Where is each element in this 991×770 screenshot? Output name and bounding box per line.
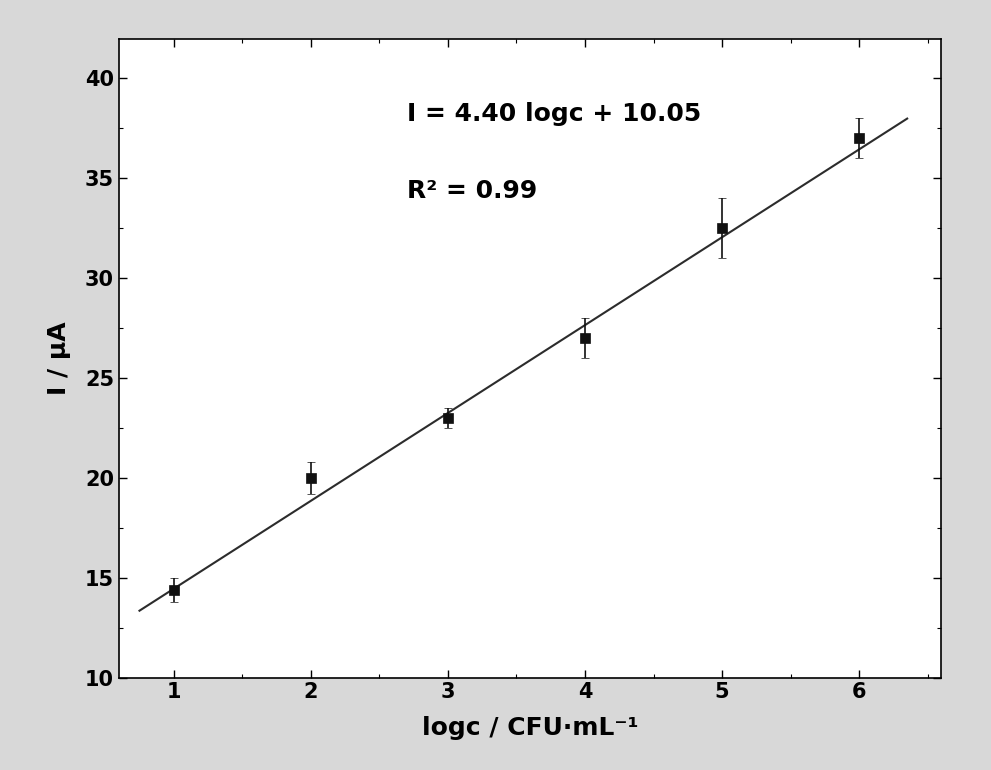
Text: I = 4.40 logc + 10.05: I = 4.40 logc + 10.05 [406,102,701,126]
Y-axis label: I / μA: I / μA [47,321,71,395]
Text: R² = 0.99: R² = 0.99 [406,179,537,203]
X-axis label: logc / CFU·mL⁻¹: logc / CFU·mL⁻¹ [422,716,638,740]
